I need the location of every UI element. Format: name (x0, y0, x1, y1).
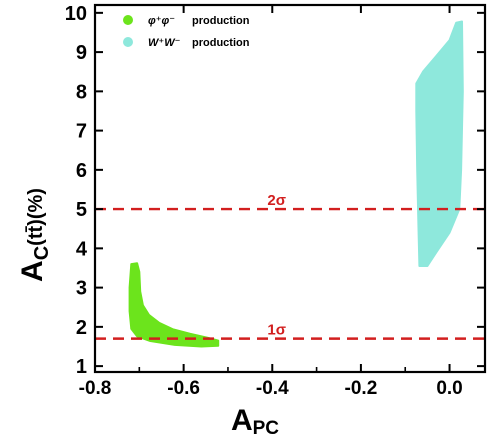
x-axis-label: APC (231, 404, 279, 436)
legend-symbol-phi: φ⁺φ⁻ (148, 15, 175, 27)
y-axis-label-main: A (16, 260, 49, 282)
data-regions (128, 20, 464, 348)
legend-label-phi: production (192, 15, 250, 27)
y-tick-label-5: 6 (76, 160, 87, 182)
y-axis-label: AC(tt̄)(%) (16, 188, 53, 282)
y-tick-label-2: 3 (76, 278, 87, 300)
sigma-label-1: 1σ (267, 322, 286, 339)
sigma-label-0: 2σ (267, 192, 286, 209)
x-axis-label-sub: PC (253, 418, 280, 436)
plot-frame (93, 3, 487, 374)
series-region-1 (415, 20, 464, 267)
legend-label-w: production (192, 37, 250, 49)
y-tick-label-3: 4 (76, 238, 88, 260)
y-tick-label-0: 1 (76, 356, 87, 378)
y-tick-label-9: 10 (65, 3, 87, 25)
legend-symbol-w: W⁺W⁻ (148, 37, 181, 49)
legend: φ⁺φ⁻ production W⁺W⁻ production (123, 15, 250, 49)
y-axis-label-suffix: (tt̄)(%) (25, 188, 47, 246)
x-tick-label-3: -0.2 (345, 378, 378, 399)
x-tick-label-4: 0.0 (436, 378, 462, 399)
axis-ticks: 1 2 3 4 5 6 7 8 9 10 -0.8 -0.6 -0.4 -0.2 0.0 (65, 3, 485, 399)
legend-marker-w (123, 37, 133, 47)
sigma-lines: 2σ 1σ (95, 192, 485, 340)
series-region-0 (128, 262, 220, 348)
x-axis-label-main: A (231, 404, 253, 436)
y-tick-label-7: 8 (76, 81, 87, 103)
x-tick-label-1: -0.6 (167, 378, 200, 399)
x-tick-label-2: -0.4 (256, 378, 289, 399)
y-tick-label-8: 9 (76, 42, 87, 64)
legend-marker-phi (123, 15, 133, 25)
y-tick-label-6: 7 (76, 121, 87, 143)
x-tick-label-0: -0.8 (79, 378, 112, 399)
y-axis-label-sub: C (31, 246, 53, 260)
y-tick-label-4: 5 (76, 199, 87, 221)
y-tick-label-1: 2 (76, 317, 87, 339)
